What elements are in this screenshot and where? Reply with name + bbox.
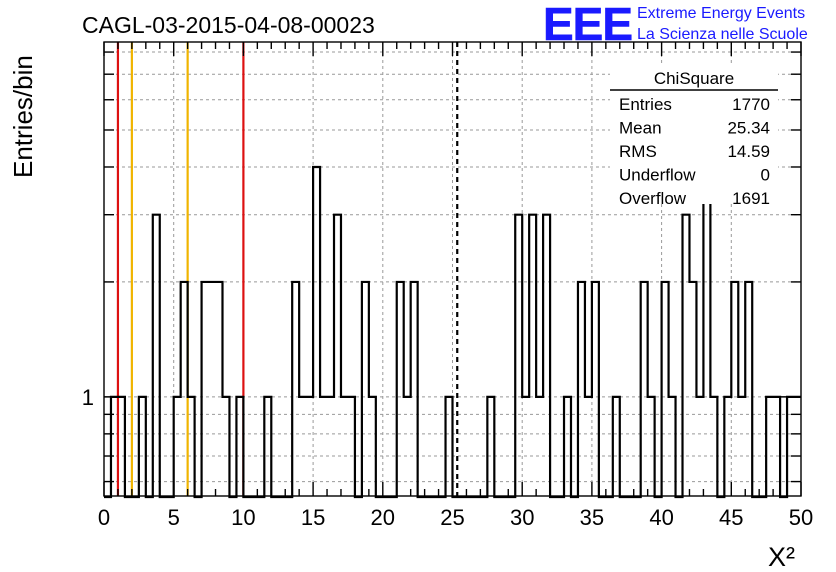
- eee-logo: EEE: [543, 0, 632, 50]
- y-axis-label: Entries/bin: [8, 55, 38, 178]
- y-tick-label: 1: [82, 385, 94, 410]
- stats-box: ChiSquare Entries 1770 Mean 25.34 RMS 14.59 Un…: [610, 64, 778, 208]
- x-tick-label: 40: [649, 505, 673, 530]
- x-axis-label: X²: [768, 542, 795, 572]
- x-tick-label: 35: [580, 505, 604, 530]
- x-tick-label: 0: [98, 505, 110, 530]
- histogram-outline: [104, 165, 801, 499]
- x-tick-label: 50: [789, 505, 813, 530]
- eee-logo-line1: Extreme Energy Events: [637, 5, 805, 22]
- stats-label: RMS: [619, 142, 657, 161]
- reference-lines: [116, 42, 459, 496]
- x-tick-label: 45: [719, 505, 743, 530]
- stats-value: 14.59: [727, 142, 770, 161]
- x-axis-ticks: 0 5 10 15 20 25 30 35 40 45 50: [98, 42, 813, 530]
- stats-value: 1691: [732, 189, 770, 208]
- y-axis-ticks: 1: [82, 51, 801, 483]
- stats-value: 0: [761, 166, 770, 185]
- stats-box-background: [610, 64, 778, 204]
- stats-label: Overflow: [619, 189, 687, 208]
- x-tick-label: 10: [231, 505, 255, 530]
- stats-title: ChiSquare: [654, 69, 734, 88]
- x-tick-label: 5: [168, 505, 180, 530]
- stats-value: 1770: [732, 95, 770, 114]
- stats-label: Underflow: [619, 166, 696, 185]
- x-tick-label: 30: [510, 505, 534, 530]
- x-tick-label: 20: [371, 505, 395, 530]
- stats-value: 25.34: [727, 119, 770, 138]
- stats-label: Entries: [619, 95, 672, 114]
- eee-logo-line2: La Scienza nelle Scuole: [637, 26, 808, 43]
- chart-title: CAGL-03-2015-04-08-00023: [82, 12, 375, 38]
- stats-label: Mean: [619, 119, 662, 138]
- x-tick-label: 15: [301, 505, 325, 530]
- x-tick-label: 25: [440, 505, 464, 530]
